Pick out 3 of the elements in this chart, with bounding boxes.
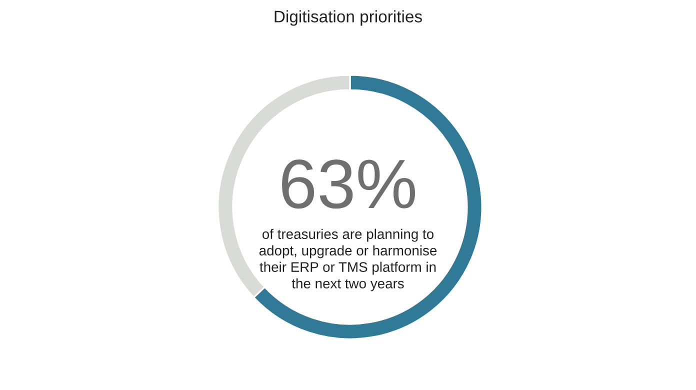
text: 63%	[282, 159, 416, 209]
chart-title: Digitisation priorities	[274, 10, 422, 26]
text: of treasuries are planning to adopt, upgrade or harmonise their ERP or TMS platform in the next two years	[259, 228, 437, 292]
